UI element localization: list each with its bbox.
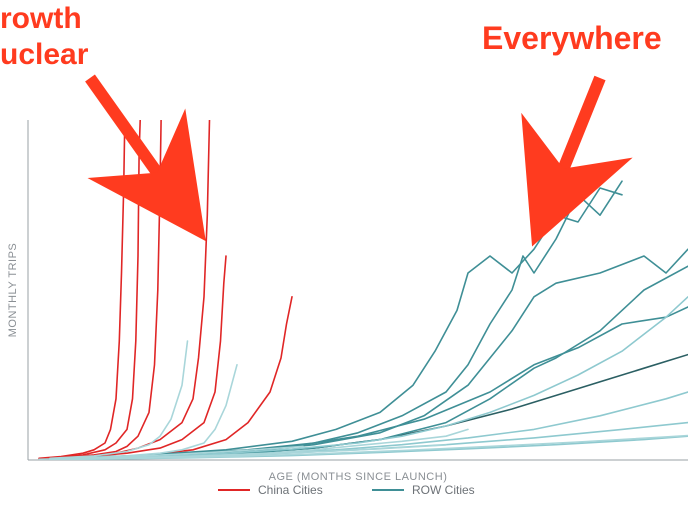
- annotation-growth-line2: uclear: [0, 38, 88, 72]
- annotation-growth-line1: rowth: [0, 2, 82, 36]
- annotation-text: uclear: [0, 38, 88, 71]
- svg-text:ROW Cities: ROW Cities: [412, 483, 475, 497]
- annotation-everywhere: Everywhere: [482, 20, 662, 57]
- chart-stage: { "canvas": { "width": 700, "height": 52…: [0, 0, 700, 525]
- svg-text:China Cities: China Cities: [258, 483, 323, 497]
- annotation-text: Everywhere: [482, 20, 662, 56]
- annotation-text: rowth: [0, 2, 82, 35]
- svg-text:AGE (MONTHS SINCE LAUNCH): AGE (MONTHS SINCE LAUNCH): [269, 471, 448, 483]
- growth-chart: AGE (MONTHS SINCE LAUNCH) MONTHLY TRIPS Ch…: [0, 0, 700, 525]
- svg-text:MONTHLY TRIPS: MONTHLY TRIPS: [7, 243, 19, 338]
